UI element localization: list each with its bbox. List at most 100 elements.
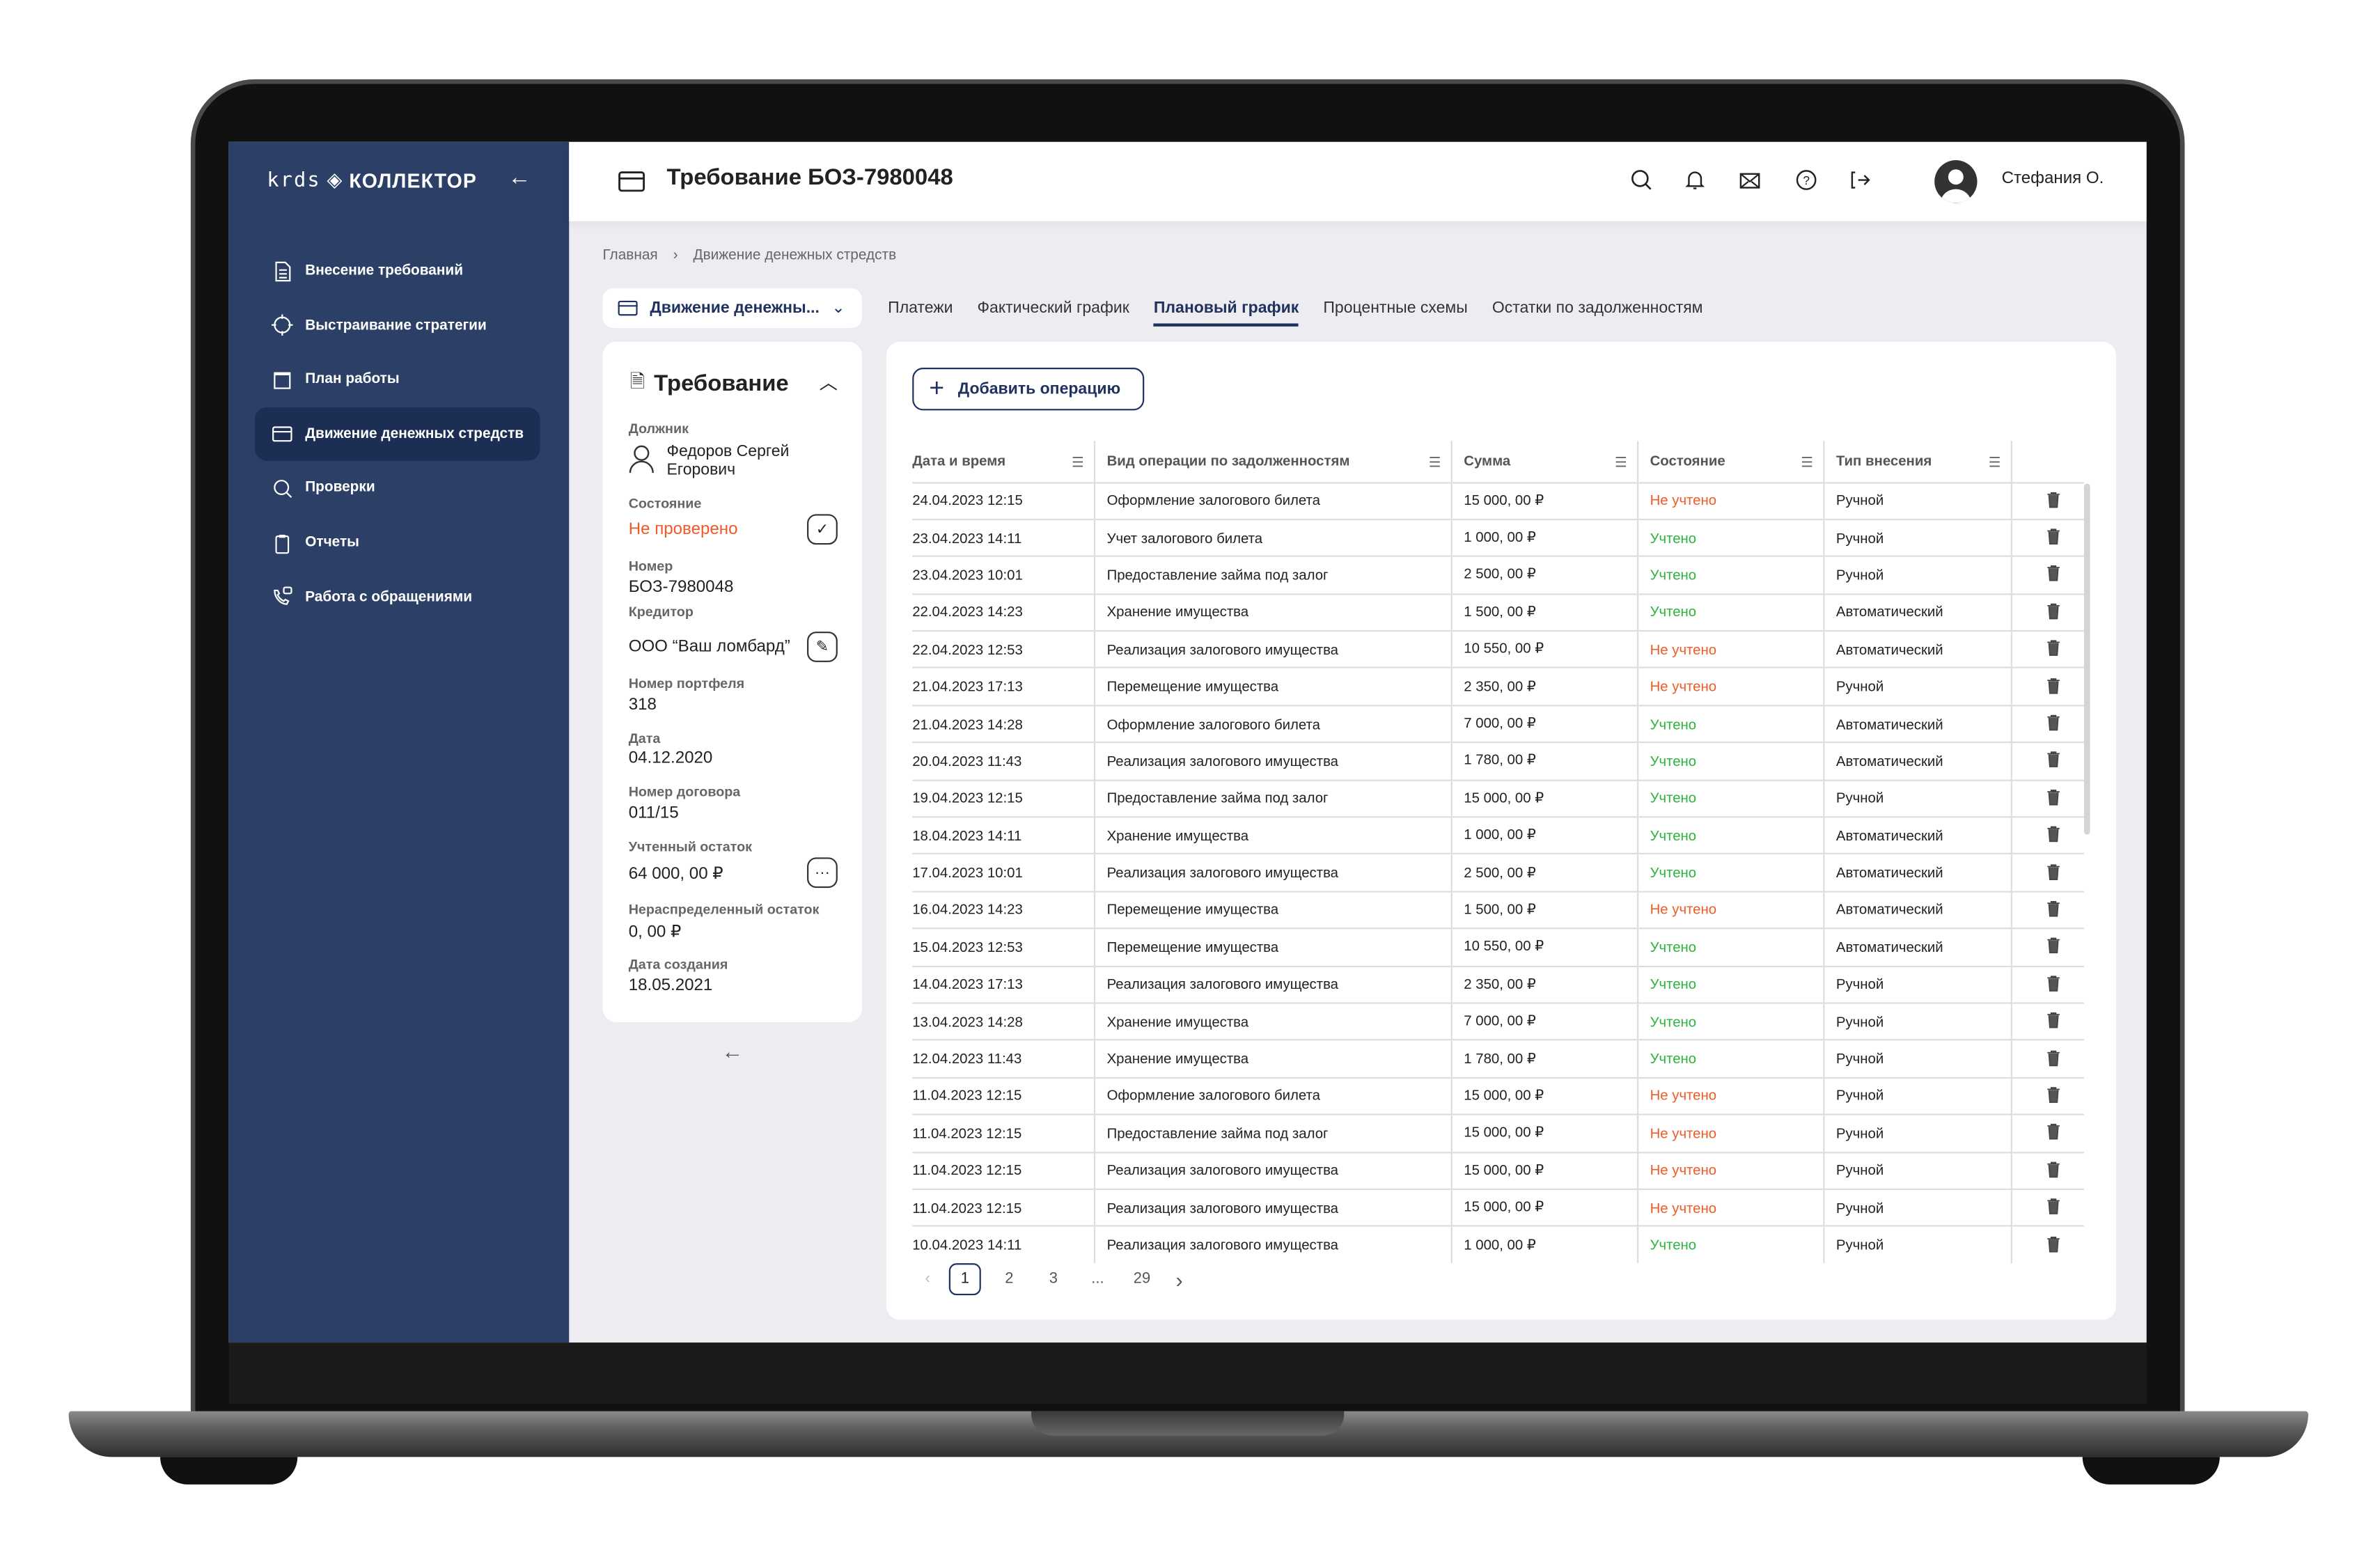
check-button[interactable]: ✓: [807, 514, 838, 545]
column-header-label: Сумма: [1464, 453, 1511, 469]
add-operation-button[interactable]: + Добавить операцию: [912, 368, 1145, 411]
delete-row-button[interactable]: [2010, 778, 2084, 817]
page-3[interactable]: 3: [1049, 1271, 1058, 1288]
breadcrumb-home[interactable]: Главная: [602, 246, 658, 265]
table-scrollbar[interactable]: [2083, 483, 2090, 835]
trash-icon: [2047, 863, 2060, 880]
delete-row-button[interactable]: [2010, 481, 2084, 519]
sidebar-item-6[interactable]: Отчеты: [255, 516, 540, 570]
status-cell: Не учтено: [1636, 1188, 1824, 1227]
column-header[interactable]: Тип внесения ☰: [1822, 441, 2011, 483]
table-row[interactable]: 18.04.2023 14:11 Хранение имущества 1 000,…: [912, 816, 2084, 854]
table-row[interactable]: 15.04.2023 12:53 Перемещение имущества 10 …: [912, 927, 2084, 966]
delete-row-button[interactable]: [2010, 964, 2084, 1003]
table-row[interactable]: 19.04.2023 12:15 Предоставление займа под…: [912, 778, 2084, 817]
table-row[interactable]: 22.04.2023 12:53 Реализация залогового им…: [912, 630, 2084, 668]
add-operation-label: Добавить операцию: [957, 379, 1121, 398]
bell-icon[interactable]: [1683, 168, 1707, 192]
delete-row-button[interactable]: [2010, 853, 2084, 892]
table-row[interactable]: 14.04.2023 17:13 Реализация залогового им…: [912, 964, 2084, 1003]
sidebar-item-7[interactable]: Работа с обращениями: [255, 570, 540, 624]
filter-icon[interactable]: ☰: [1615, 454, 1627, 470]
delete-row-button[interactable]: [2010, 1113, 2084, 1152]
filter-icon[interactable]: ☰: [1801, 454, 1814, 470]
user-name[interactable]: Стефания О.: [2001, 169, 2104, 188]
search-icon[interactable]: [1629, 168, 1654, 192]
page-2[interactable]: 2: [1005, 1271, 1014, 1288]
table-row[interactable]: 20.04.2023 11:43 Реализация залогового им…: [912, 742, 2084, 780]
table-row[interactable]: 23.04.2023 10:01 Предоставление займа под…: [912, 556, 2084, 594]
delete-row-button[interactable]: [2010, 518, 2084, 557]
sidebar-item-4[interactable]: Движение денежных стредств: [254, 407, 540, 461]
table-row[interactable]: 23.04.2023 14:11 Учет залогового билета 1 …: [912, 518, 2084, 557]
table-row[interactable]: 13.04.2023 14:28 Хранение имущества 7 000,…: [912, 1002, 2084, 1040]
chevron-up-icon[interactable]: ︿: [819, 372, 838, 394]
avatar[interactable]: [1934, 160, 1978, 203]
tab-2[interactable]: Фактический график: [977, 299, 1129, 318]
tab-4[interactable]: Процентные схемы: [1323, 299, 1468, 318]
column-header[interactable]: Дата и время ☰: [912, 441, 1094, 482]
trash-icon: [2047, 678, 2060, 694]
creditor-label: Кредитор: [628, 604, 694, 620]
delete-row-button[interactable]: [2010, 1151, 2084, 1189]
help-icon[interactable]: ?: [1794, 168, 1819, 192]
section-dropdown[interactable]: Движение денежны... ⌄: [602, 288, 862, 329]
operation-type-cell: Учет залогового билета: [1093, 518, 1451, 557]
collapse-sidebar-arrow-icon[interactable]: ←: [508, 164, 531, 191]
logout-icon[interactable]: [1847, 168, 1872, 192]
mail-icon[interactable]: [1738, 168, 1762, 192]
filter-icon[interactable]: ☰: [1428, 454, 1441, 470]
table-row[interactable]: 22.04.2023 14:23 Хранение имущества 1 500,…: [912, 593, 2084, 632]
page-29[interactable]: 29: [1133, 1271, 1151, 1288]
delete-row-button[interactable]: [2010, 1002, 2084, 1040]
edit-creditor-button[interactable]: ✎: [807, 632, 838, 662]
table-row[interactable]: 16.04.2023 14:23 Перемещение имущества 1 5…: [912, 891, 2084, 929]
delete-row-button[interactable]: [2010, 1188, 2084, 1227]
table-row[interactable]: 11.04.2023 12:15 Оформление залогового би…: [912, 1077, 2084, 1115]
column-header[interactable]: Вид операции по задолженностям ☰: [1093, 441, 1451, 483]
delete-row-button[interactable]: [2010, 667, 2084, 705]
status-cell: Не учтено: [1636, 1077, 1824, 1115]
delete-row-button[interactable]: [2010, 1039, 2084, 1078]
table-row[interactable]: 11.04.2023 12:15 Реализация залогового им…: [912, 1151, 2084, 1189]
table-row[interactable]: 11.04.2023 12:15 Реализация залогового им…: [912, 1188, 2084, 1227]
prev-page-icon[interactable]: ‹: [925, 1271, 930, 1288]
table-row[interactable]: 11.04.2023 12:15 Предоставление займа под…: [912, 1113, 2084, 1152]
status-cell: Не учтено: [1636, 891, 1824, 929]
column-header[interactable]: Состояние ☰: [1636, 441, 1824, 483]
tab-5[interactable]: Остатки по задолженностям: [1492, 299, 1703, 318]
filter-icon[interactable]: ☰: [1072, 454, 1084, 470]
delete-row-button[interactable]: [2010, 1077, 2084, 1115]
table-row[interactable]: 17.04.2023 10:01 Реализация залогового им…: [912, 853, 2084, 892]
more-button[interactable]: ···: [807, 857, 838, 888]
amount-cell: 7 000, 00 ₽: [1450, 704, 1637, 743]
sidebar-item-5[interactable]: Проверки: [255, 462, 540, 515]
delete-row-button[interactable]: [2010, 816, 2084, 854]
table-row[interactable]: 24.04.2023 12:15 Оформление залогового би…: [912, 481, 2084, 519]
target-icon: [271, 314, 293, 336]
sidebar-item-2[interactable]: Выстраивание стратегии: [255, 299, 540, 352]
delete-row-button[interactable]: [2010, 704, 2084, 743]
entry-type-cell: Ручной: [1822, 1226, 2011, 1264]
tab-3[interactable]: Плановый график: [1153, 299, 1299, 327]
sidebar-item-3[interactable]: План работы: [255, 353, 540, 407]
delete-row-button[interactable]: [2010, 742, 2084, 780]
next-page-icon[interactable]: ›: [1175, 1267, 1183, 1292]
delete-row-button[interactable]: [2010, 556, 2084, 594]
delete-row-button[interactable]: [2010, 927, 2084, 966]
back-arrow-icon[interactable]: ←: [721, 1039, 744, 1064]
table-row[interactable]: 10.04.2023 14:11 Реализация залогового им…: [912, 1226, 2084, 1264]
table-row[interactable]: 21.04.2023 17:13 Перемещение имущества 2 3…: [912, 667, 2084, 705]
delete-row-button[interactable]: [2010, 1226, 2084, 1264]
table-row[interactable]: 21.04.2023 14:28 Оформление залогового би…: [912, 704, 2084, 743]
delete-row-button[interactable]: [2010, 630, 2084, 668]
page-1[interactable]: 1: [948, 1263, 981, 1296]
tab-1[interactable]: Платежи: [888, 299, 953, 318]
column-header[interactable]: Сумма ☰: [1450, 441, 1637, 483]
trash-icon: [2047, 603, 2060, 620]
delete-row-button[interactable]: [2010, 593, 2084, 632]
table-row[interactable]: 12.04.2023 11:43 Хранение имущества 1 780,…: [912, 1039, 2084, 1078]
filter-icon[interactable]: ☰: [1988, 454, 2001, 470]
delete-row-button[interactable]: [2010, 891, 2084, 929]
sidebar-item-1[interactable]: Внесение требований: [255, 244, 540, 298]
